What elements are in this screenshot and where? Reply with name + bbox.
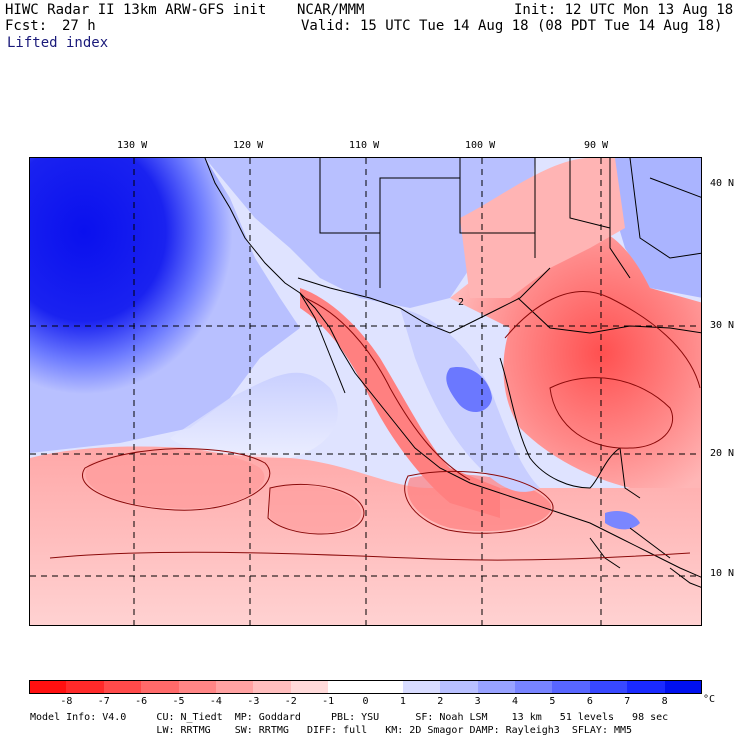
valid-time: Valid: 15 UTC Tue 14 Aug 18 (08 PDT Tue … — [301, 18, 723, 34]
contour-label: 2 — [458, 297, 464, 308]
colorbar-label: -7 — [97, 696, 110, 707]
lon-label-90w: 90 W — [584, 140, 609, 151]
colorbar-label: 4 — [512, 696, 519, 707]
model-info-line1: Model Info: V4.0 CU: N_Tiedt MP: Goddard… — [30, 712, 669, 723]
colorbar-label: 2 — [437, 696, 444, 707]
colorbar-unit: °C — [702, 694, 716, 705]
central-america-stable — [605, 511, 640, 530]
tropical-cell-west — [85, 450, 265, 509]
lifted-index-map: 2 — [29, 157, 702, 626]
colorbar-label: 7 — [624, 696, 631, 707]
colorbar-label: 1 — [399, 696, 406, 707]
lat-lon-grid — [30, 158, 701, 625]
colorbar-label: -6 — [135, 696, 148, 707]
lon-label-110w: 110 W — [349, 140, 380, 151]
colorbar-label: -1 — [322, 696, 335, 707]
mexico-west-coast-unstable — [300, 288, 500, 518]
fcst-label: Fcst: — [5, 18, 48, 34]
colorbar-outline — [29, 680, 702, 694]
field-name: Lifted index — [7, 35, 109, 51]
map-canvas: 2 — [30, 158, 701, 625]
model-info-line2: LW: RRTMG SW: RRTMG DIFF: full KM: 2D Sm… — [30, 725, 633, 736]
colorbar-label: 5 — [549, 696, 556, 707]
tropical-cell-central — [270, 485, 362, 533]
colorbar-label: -3 — [247, 696, 260, 707]
lat-label-40n: 40 N — [710, 178, 735, 189]
mexico-plateau-core — [446, 367, 492, 413]
map-title: HIWC Radar II 13km ARW-GFS init — [5, 2, 267, 18]
lifted-index-contours — [49, 291, 701, 561]
colorbar-label: -2 — [284, 696, 297, 707]
lat-label-10n: 10 N — [710, 568, 735, 579]
colorbar-label: 8 — [661, 696, 668, 707]
us-east-stable-region — [610, 158, 701, 298]
colorbar-label: -8 — [60, 696, 73, 707]
pacific-light-region — [170, 372, 338, 458]
lon-label-130w: 130 W — [117, 140, 148, 151]
colorbar-label: -5 — [172, 696, 185, 707]
colorbar-label: -4 — [209, 696, 222, 707]
pacific-stable-region — [30, 158, 300, 453]
lat-label-20n: 20 N — [710, 448, 735, 459]
fcst-value: 27 h — [62, 18, 96, 34]
lat-label-30n: 30 N — [710, 320, 735, 331]
coastlines-and-borders — [204, 158, 701, 588]
colorbar-label: 0 — [362, 696, 369, 707]
colorbar-label: 6 — [586, 696, 593, 707]
lon-label-120w: 120 W — [233, 140, 264, 151]
init-time: Init: 12 UTC Mon 13 Aug 18 — [514, 2, 734, 18]
southern-plains-unstable-region — [460, 158, 625, 298]
org-label: NCAR/MMM — [297, 2, 365, 18]
colorbar-label: 3 — [474, 696, 481, 707]
lon-label-100w: 100 W — [465, 140, 496, 151]
